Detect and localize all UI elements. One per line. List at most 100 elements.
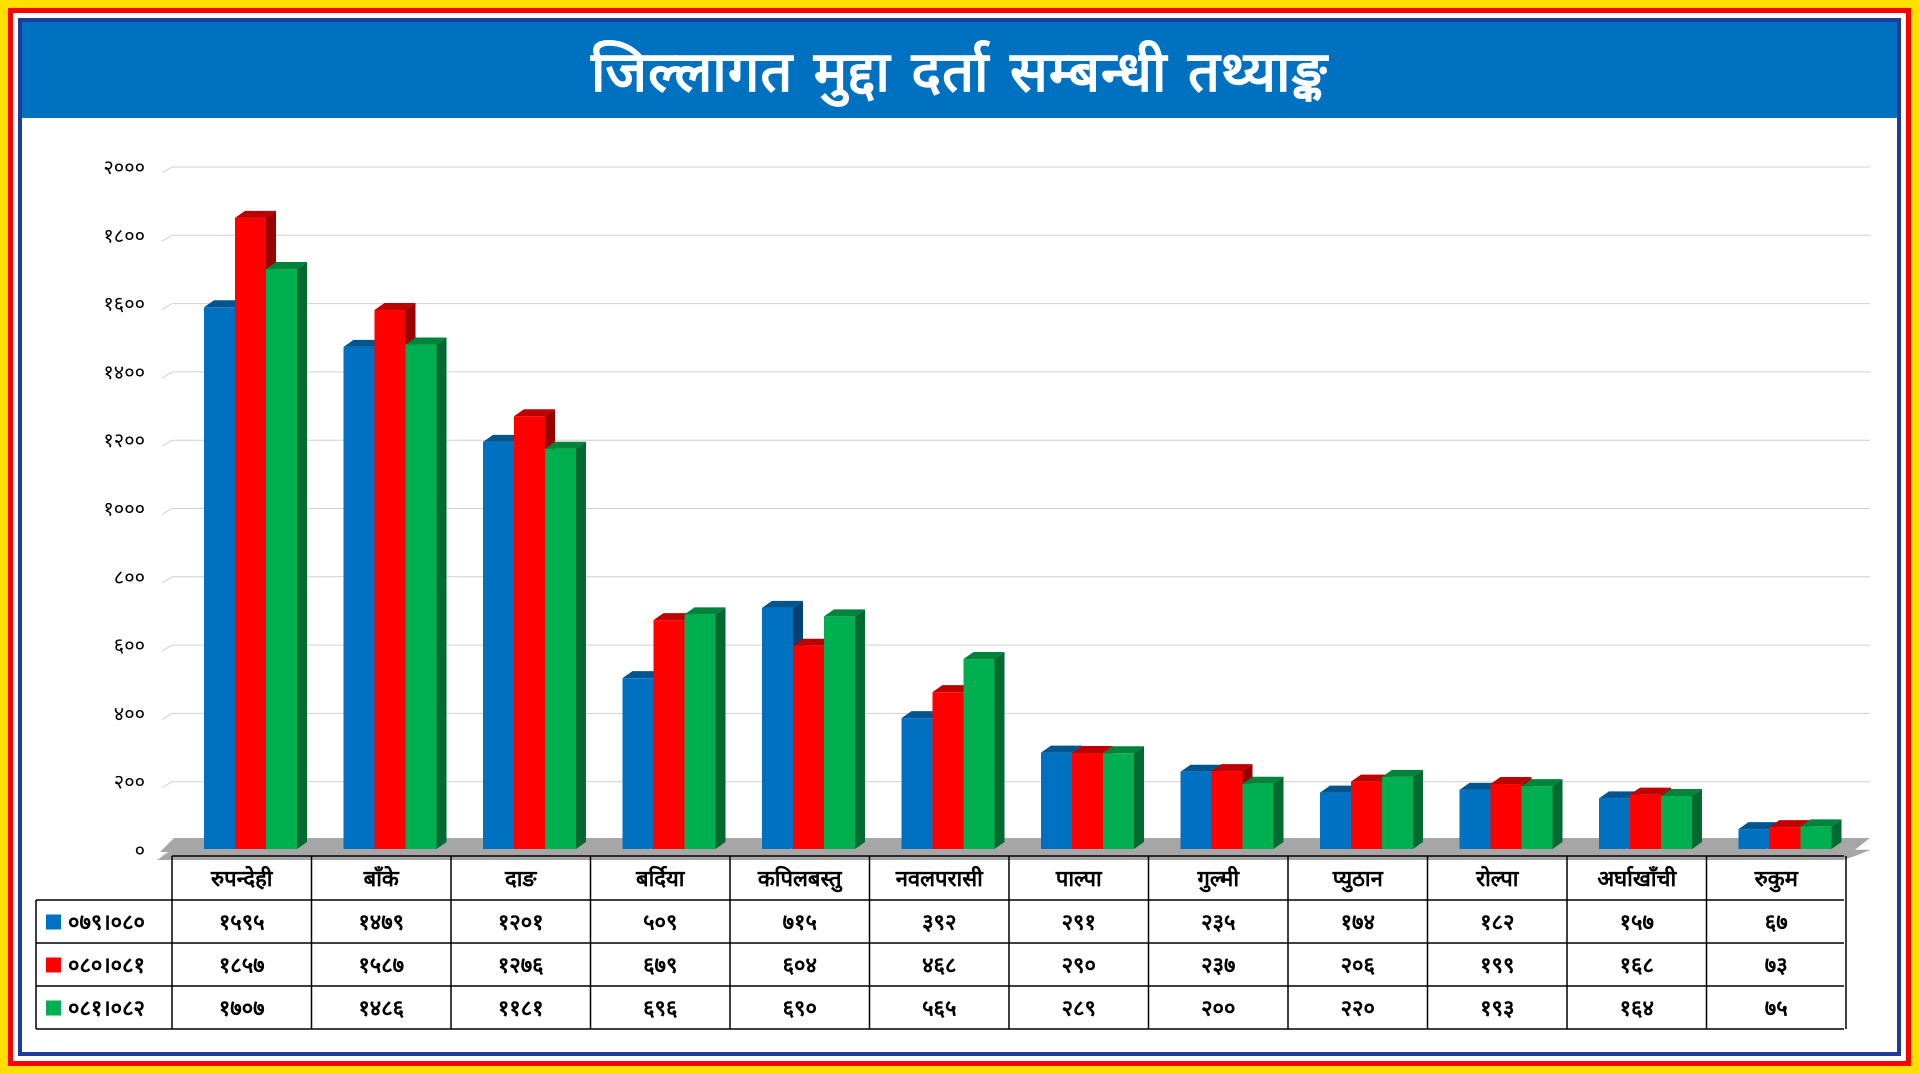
table-value-cell: १५९५ — [219, 911, 265, 936]
table-value-cell: २९१ — [1062, 911, 1096, 936]
table-header-cell: बर्दिया — [635, 865, 686, 892]
table-value-cell: ६०४ — [783, 954, 817, 979]
table-header-cell: रुकुम — [1754, 867, 1799, 893]
bar-front — [1351, 781, 1382, 849]
bar-front — [483, 441, 514, 849]
table-value-cell: २८९ — [1062, 997, 1096, 1022]
bar-side — [1413, 769, 1423, 849]
table-header-cell: बाँके — [363, 865, 400, 892]
bar-front — [1180, 771, 1212, 849]
bar — [1103, 746, 1144, 849]
bar-top — [963, 652, 1005, 660]
bar-top — [1041, 745, 1082, 753]
bar-top — [901, 711, 943, 719]
frame-blue-border — [18, 18, 1901, 1056]
bar-front — [762, 607, 793, 849]
bar-front — [622, 678, 654, 849]
bar-top — [1490, 777, 1532, 785]
table-value-cell: ७१५ — [783, 911, 817, 936]
gridline-slant — [161, 371, 173, 379]
bar-top — [1072, 745, 1113, 753]
bar-front — [405, 344, 437, 849]
bar — [684, 607, 726, 849]
gridline-slant — [161, 576, 173, 584]
bar-top — [1242, 776, 1284, 784]
bar — [1382, 769, 1423, 849]
gridline-slant — [161, 712, 173, 720]
bar-front — [374, 310, 406, 849]
bar-front — [1382, 776, 1413, 849]
y-tick-label: १६०० — [103, 292, 145, 316]
table-value-cell: ५०९ — [643, 911, 677, 936]
chart-title: जिल्लागत मुद्दा दर्ता सम्बन्धी तथ्याङ्क — [591, 40, 1328, 105]
table-value-cell: १२७६ — [498, 954, 544, 979]
bar-side — [855, 609, 865, 849]
bar-front — [824, 616, 855, 849]
legend-key — [46, 1000, 61, 1016]
gridline-slant — [161, 508, 173, 515]
gridline-slant — [161, 303, 173, 311]
legend-key — [46, 957, 61, 973]
bar-front — [266, 269, 297, 849]
bars — [204, 210, 1842, 850]
table-value-cell: २०६ — [1341, 954, 1376, 979]
bar-side — [576, 441, 586, 849]
y-tick-label: १२०० — [103, 428, 145, 452]
bar-side — [1831, 819, 1842, 849]
bar-top — [1738, 822, 1780, 830]
table-value-cell: १२०१ — [498, 911, 544, 936]
bar-front — [1599, 798, 1630, 849]
table-header-cell: प्युठान — [1332, 867, 1384, 893]
table-header-cell: गुल्मी — [1196, 865, 1240, 893]
y-axis-tick-labels: ० २०० ४०० ६०० ८०० १००० १२०० १४०० १६०० १८०० २००० — [103, 155, 145, 862]
title-bar: जिल्लागत मुद्दा दर्ता सम्बन्धी तथ्याङ्क — [22, 22, 1897, 118]
y-tick-label: २००० — [103, 155, 145, 179]
y-tick-label: १४०० — [103, 360, 145, 384]
table-value-cell: १४७९ — [358, 911, 404, 936]
chart-floor-surface — [157, 850, 1870, 860]
bar-top — [824, 609, 865, 617]
gridline-slant — [161, 781, 173, 789]
table-value-cell: १८२ — [1480, 911, 1514, 936]
bar — [266, 262, 307, 849]
bar-front — [1521, 786, 1553, 849]
chart-floor — [157, 838, 1870, 860]
bar — [963, 652, 1005, 849]
bar-top — [1180, 764, 1222, 772]
bar — [1661, 788, 1702, 849]
bar-top — [622, 671, 664, 679]
gridline-slant — [161, 234, 173, 242]
bar — [405, 337, 447, 849]
table-header-cell: नवलपरासी — [895, 865, 984, 892]
legend-series-name: ०७९।०८० — [68, 911, 145, 936]
bar-front — [684, 614, 716, 849]
legend-series-name: ०८१।०८२ — [68, 997, 145, 1022]
table-value-cell: १९९ — [1480, 954, 1514, 979]
bar-top — [793, 638, 834, 646]
bar-front — [545, 448, 576, 849]
table-value-cell: ३९२ — [922, 911, 956, 936]
table-value-cell: २३७ — [1201, 954, 1235, 979]
table-header-cell: रुपन्देही — [210, 865, 274, 892]
bar-front — [1769, 827, 1801, 849]
chart-floor-top — [160, 838, 1870, 852]
legend-key — [46, 914, 61, 930]
bar-top — [514, 409, 555, 417]
table-value-cell: ४६८ — [922, 954, 956, 979]
table-header-cell: पाल्पा — [1055, 867, 1103, 892]
bar-side — [1273, 776, 1284, 849]
bar-top — [653, 613, 695, 621]
bar-top — [1320, 785, 1361, 793]
y-tick-label: ६०० — [114, 633, 145, 657]
bar-top — [1521, 779, 1563, 787]
bar-front — [1103, 753, 1134, 849]
bar-side — [1134, 746, 1144, 849]
bar-front — [204, 307, 235, 849]
bar-front — [793, 645, 824, 849]
gridline-slant — [161, 439, 173, 447]
data-table: रुपन्देही बाँके दाङ बर्दिया कपिलबस्तु नवलपरास… — [35, 855, 1847, 1030]
table-value-cell: १६४ — [1620, 997, 1654, 1022]
bar — [824, 609, 865, 849]
table-value-cell: २२० — [1341, 997, 1375, 1022]
